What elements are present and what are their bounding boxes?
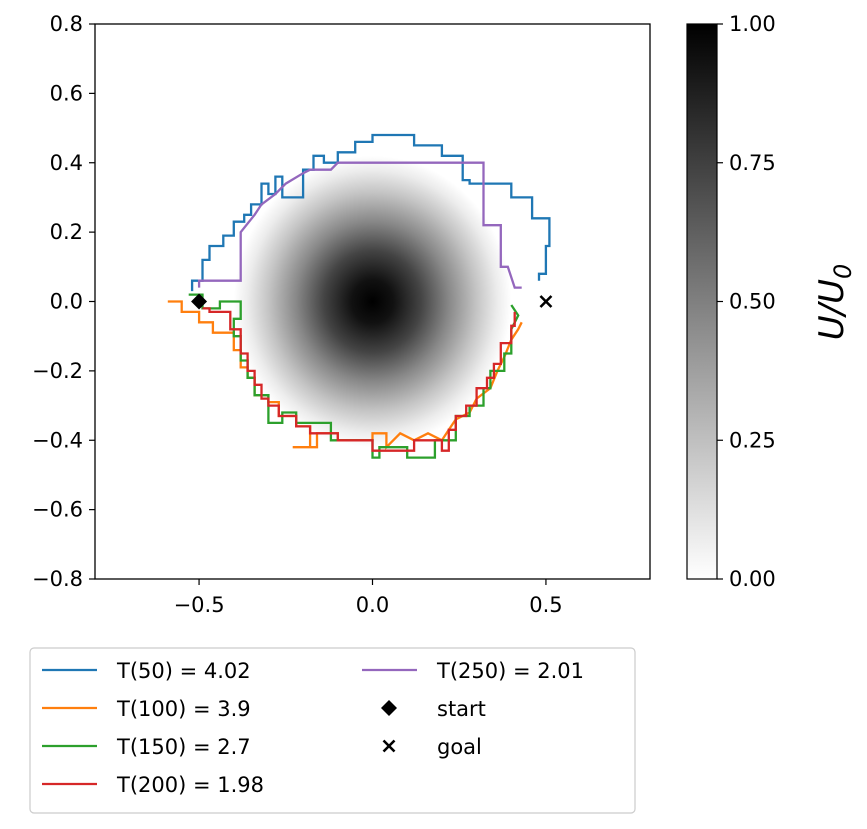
plot-area: −0.5 0.0 0.5 −0.8 −0.6 −0.4 −0.2 0.0 0.2 0.4 0.6 0… xyxy=(32,12,651,617)
y-tick-label: −0.8 xyxy=(32,567,83,591)
y-axis: −0.8 −0.6 −0.4 −0.2 0.0 0.2 0.4 0.6 0.8 xyxy=(32,12,95,591)
colorbar-tick-label: 0.00 xyxy=(729,567,776,591)
colorbar-label: U/U0 xyxy=(812,264,857,341)
legend: T(50) = 4.02 T(100) = 3.9 T(150) = 2.7 T(20… xyxy=(29,647,636,814)
colorbar-gradient xyxy=(686,23,718,580)
x-axis: −0.5 0.0 0.5 xyxy=(174,579,563,617)
series-line-1 xyxy=(190,133,551,292)
x-tick-label: 0.0 xyxy=(356,593,389,617)
y-tick-label: 0.6 xyxy=(50,81,83,105)
legend-label: T(200) = 1.98 xyxy=(116,773,264,797)
colorbar-tick-label: 1.00 xyxy=(729,12,776,36)
y-tick-label: 0.4 xyxy=(50,151,83,175)
colorbar-tick-label: 0.50 xyxy=(729,290,776,314)
marker-layer xyxy=(191,293,553,310)
x-tick-label: −0.5 xyxy=(174,593,225,617)
colorbar: 0.00 0.25 0.50 0.75 1.00 U/U0 xyxy=(686,12,857,591)
y-tick-label: −0.2 xyxy=(32,359,83,383)
heatmap-bump xyxy=(233,155,512,448)
x-tick-label: 0.5 xyxy=(529,593,562,617)
legend-label: goal xyxy=(437,735,482,759)
y-tick-label: 0.8 xyxy=(50,12,83,36)
series-line-4 xyxy=(202,307,516,452)
y-tick-label: 0.0 xyxy=(50,290,83,314)
legend-box xyxy=(29,647,636,814)
legend-label: T(50) = 4.02 xyxy=(116,659,251,683)
y-tick-label: 0.2 xyxy=(50,220,83,244)
legend-goal-marker xyxy=(382,739,396,753)
y-tick-label: −0.6 xyxy=(32,498,83,522)
legend-start-marker xyxy=(381,700,397,716)
legend-label: T(100) = 3.9 xyxy=(116,697,251,721)
colorbar-ticks: 0.00 0.25 0.50 0.75 1.00 xyxy=(717,12,776,591)
series-layer xyxy=(167,133,551,459)
colorbar-tick-label: 0.75 xyxy=(729,151,776,175)
colorbar-tick-label: 0.25 xyxy=(729,428,776,452)
y-tick-label: −0.4 xyxy=(32,428,83,452)
series-line-5 xyxy=(197,161,522,289)
start-marker xyxy=(191,293,208,310)
legend-label: T(250) = 2.01 xyxy=(436,659,584,683)
legend-label: T(150) = 2.7 xyxy=(116,735,251,759)
goal-marker xyxy=(539,295,553,308)
legend-label: start xyxy=(437,697,486,721)
